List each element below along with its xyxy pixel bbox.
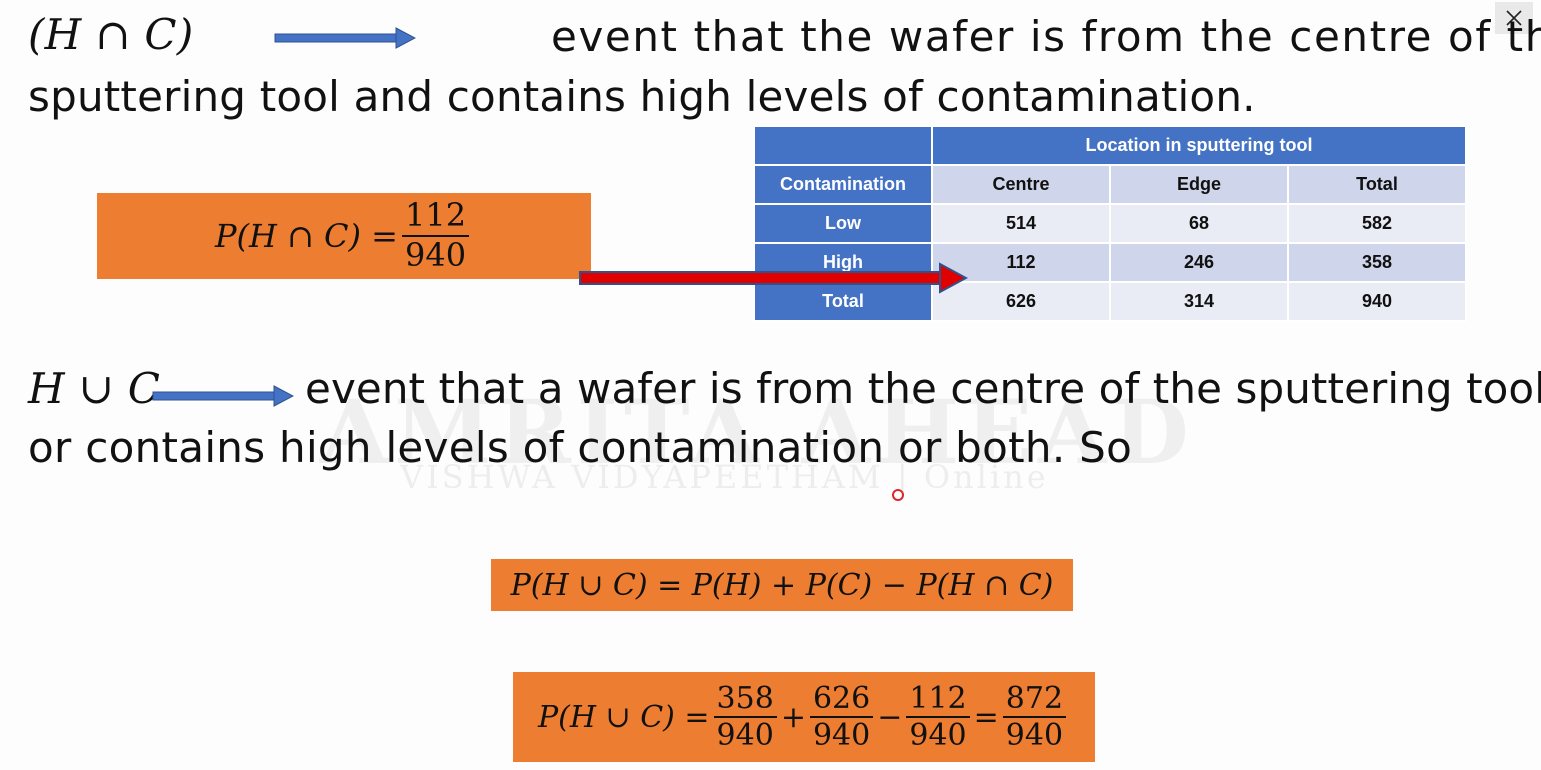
table-row: Low 514 68 582 bbox=[753, 203, 1467, 244]
watermark-subtitle: VISHWA VIDYAPEETHAM | Online bbox=[400, 458, 1049, 496]
column-header: Total bbox=[1287, 164, 1467, 205]
fraction: 112 940 bbox=[906, 682, 970, 752]
union-description-cont: or contains high levels of contamination… bbox=[28, 423, 1133, 472]
union-description: event that a wafer is from the centre of… bbox=[305, 364, 1541, 413]
column-header: Centre bbox=[931, 164, 1111, 205]
blue-arrow-icon bbox=[152, 385, 294, 407]
table-cell: 358 bbox=[1287, 242, 1467, 283]
intersection-symbol: (H ∩ C) bbox=[28, 10, 194, 59]
intersection-description: event that the wafer is from the centre … bbox=[551, 12, 1541, 61]
watermark-logo: AMRITA AHEAD bbox=[320, 380, 1195, 484]
table-corner bbox=[753, 125, 933, 166]
table-cell: 940 bbox=[1287, 281, 1467, 322]
blue-arrow-icon bbox=[274, 27, 416, 49]
laser-pointer bbox=[892, 489, 904, 501]
fraction: 112 940 bbox=[401, 199, 470, 272]
table-cell: 626 bbox=[931, 281, 1111, 322]
table-cell: 582 bbox=[1287, 203, 1467, 244]
row-header: Low bbox=[753, 203, 933, 244]
column-header: Contamination bbox=[753, 164, 933, 205]
intersection-probability-box: P(H ∩ C) = 112 940 bbox=[97, 193, 591, 279]
close-button[interactable] bbox=[1495, 2, 1533, 34]
table-cell: 314 bbox=[1109, 281, 1289, 322]
table-cell: 68 bbox=[1109, 203, 1289, 244]
table-cell: 246 bbox=[1109, 242, 1289, 283]
intersection-description-cont: sputtering tool and contains high levels… bbox=[28, 72, 1256, 121]
contingency-table: Location in sputtering tool Contaminatio… bbox=[753, 125, 1467, 322]
union-calculation-box: P(H ∪ C) = 358 940 + 626 940 − 112 940 = 87… bbox=[513, 672, 1095, 762]
union-symbol: H ∪ C bbox=[28, 364, 161, 413]
union-formula-box: P(H ∪ C) = P(H) + P(C) − P(H ∩ C) bbox=[491, 559, 1073, 611]
fraction: 358 940 bbox=[713, 682, 777, 752]
table-group-header: Location in sputtering tool bbox=[931, 125, 1467, 166]
red-arrow-icon bbox=[579, 262, 968, 294]
fraction: 626 940 bbox=[809, 682, 874, 752]
column-header: Edge bbox=[1109, 164, 1289, 205]
table-cell: 514 bbox=[931, 203, 1111, 244]
fraction: 872 940 bbox=[1002, 682, 1067, 752]
close-icon bbox=[1506, 10, 1522, 26]
